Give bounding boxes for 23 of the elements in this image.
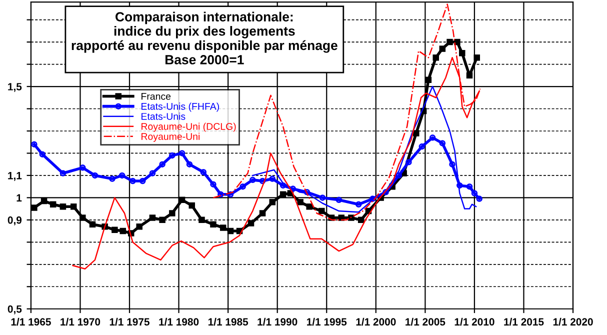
text: Comparaison internationale: indice du prix des logements rapporté au revenu disponible par ménage Base 2000=1 — [72, 12, 338, 64]
x-tick-label: 1/1 1965 — [11, 318, 51, 326]
x-tick-label: 1/1 1975 — [110, 318, 150, 326]
y-tick-label: 1,1 — [8, 172, 22, 181]
x-tick-label: 1/1 2015 — [504, 318, 544, 326]
legend-label: Etats-Unis (FHFA) — [142, 102, 219, 112]
y-tick-label: 0,5 — [8, 305, 22, 314]
y-tick-label: 0,9 — [8, 216, 22, 226]
y-tick-label: 1 — [16, 194, 22, 202]
legend-label: Royaume-Uni (DCLG) — [142, 122, 236, 132]
x-tick-label: 1/1 2020 — [553, 318, 593, 326]
x-tick-label: 1/1 1970 — [60, 318, 100, 326]
x-tick-label: 1/1 1985 — [208, 318, 248, 326]
legend-label: France — [142, 92, 171, 100]
x-tick-label: 1/1 2005 — [406, 318, 446, 326]
x-tick-label: 1/1 1980 — [159, 318, 199, 326]
x-tick-label: 1/1 2000 — [356, 318, 396, 326]
legend-label: Etats-Unis — [142, 112, 186, 120]
x-tick-label: 1/1 1990 — [258, 318, 298, 326]
y-tick-label: 1,5 — [8, 83, 22, 92]
x-tick-label: 1/1 2010 — [454, 318, 494, 326]
x-tick-label: 1/1 1995 — [307, 318, 347, 326]
legend-label: Royaume-Uni — [142, 132, 200, 142]
